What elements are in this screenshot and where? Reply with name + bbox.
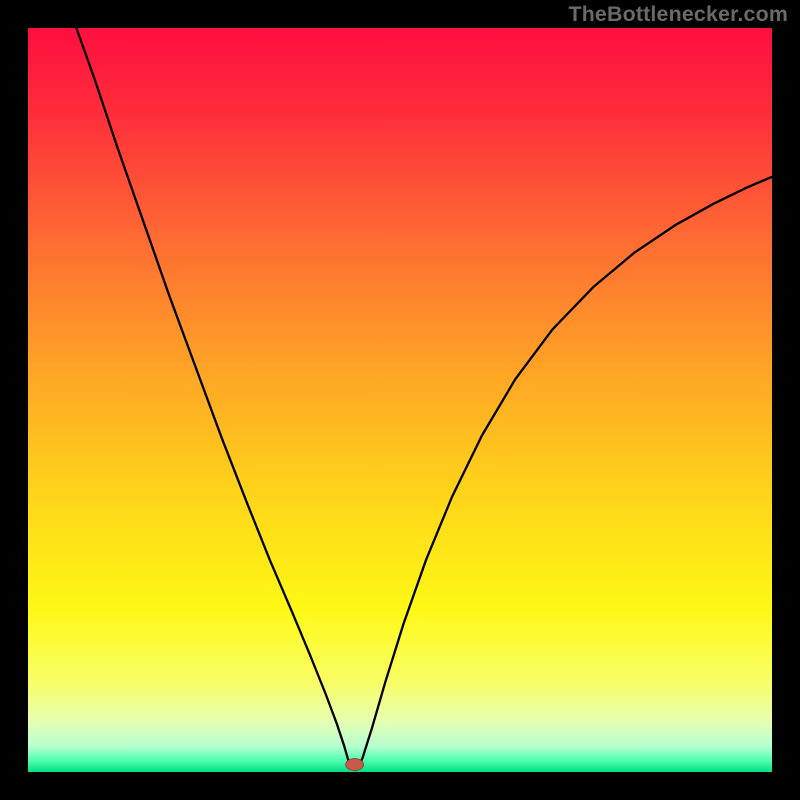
watermark-text: TheBottlenecker.com bbox=[568, 2, 788, 27]
minimum-marker bbox=[346, 759, 364, 771]
bottleneck-chart bbox=[0, 0, 800, 800]
chart-frame: TheBottlenecker.com bbox=[0, 0, 800, 800]
plot-background bbox=[28, 28, 772, 772]
